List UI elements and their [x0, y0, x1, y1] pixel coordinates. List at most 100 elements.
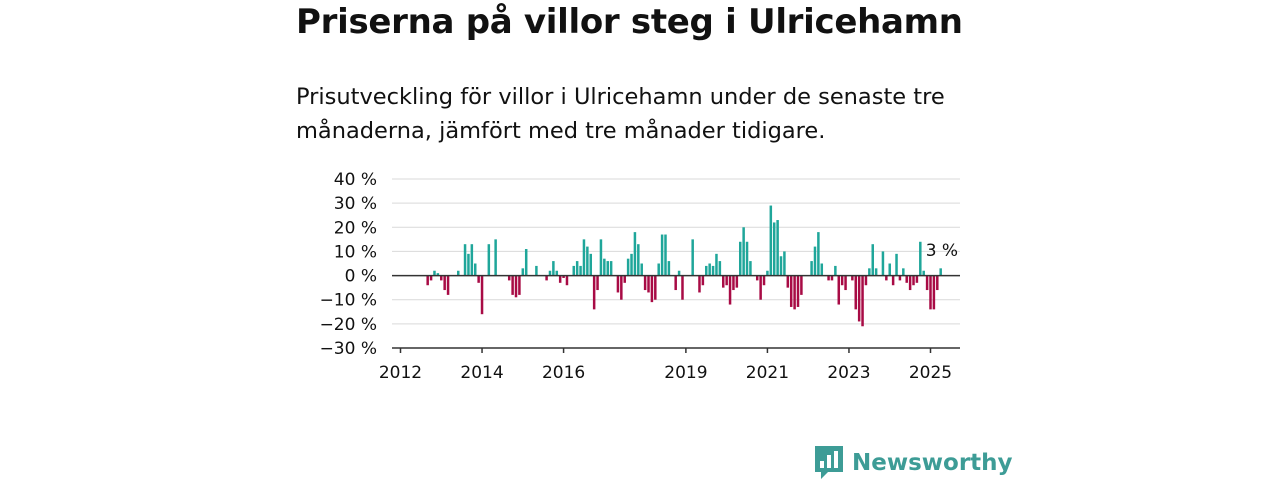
bar — [705, 265, 708, 276]
bar — [586, 246, 589, 276]
bar — [524, 249, 528, 276]
bar — [857, 275, 861, 322]
bar — [473, 263, 477, 276]
bar — [779, 256, 783, 276]
bar — [660, 234, 664, 276]
bar — [851, 275, 854, 281]
bar — [507, 275, 511, 281]
y-tick-label: 0 % — [345, 267, 377, 287]
bar — [426, 275, 429, 286]
bar — [793, 275, 796, 310]
bar — [722, 275, 725, 288]
bar — [932, 275, 936, 310]
bar — [881, 251, 885, 276]
y-tick-label: 30 % — [334, 194, 377, 214]
bar — [667, 261, 671, 276]
bar — [565, 275, 569, 286]
bar — [905, 275, 908, 283]
bar — [776, 220, 779, 276]
bar — [654, 275, 657, 300]
bar — [908, 275, 912, 291]
chart-title: Priserna på villor steg i Ulricehamn — [296, 2, 963, 42]
bar — [698, 275, 701, 293]
bar — [436, 273, 440, 276]
x-tick-label: 2023 — [827, 363, 870, 383]
y-tick-label: −20 % — [320, 315, 377, 335]
bar — [596, 275, 599, 291]
y-tick-label: 40 % — [334, 170, 377, 190]
bar — [936, 275, 939, 291]
bar — [834, 265, 837, 276]
bar — [643, 275, 647, 291]
bar — [592, 275, 596, 310]
y-tick-label: 10 % — [334, 242, 377, 262]
bar — [589, 253, 593, 276]
bar — [861, 275, 864, 327]
bar — [813, 246, 817, 276]
bar — [742, 227, 745, 276]
bar — [800, 275, 803, 295]
x-tick-label: 2019 — [664, 363, 707, 383]
bar — [929, 275, 932, 310]
bar — [840, 275, 844, 286]
bar — [511, 275, 514, 295]
bar — [429, 275, 433, 281]
bar — [919, 241, 922, 276]
bar — [888, 263, 891, 276]
bar — [552, 261, 555, 276]
bar — [443, 275, 446, 291]
bar — [854, 275, 858, 310]
bar — [755, 275, 759, 281]
x-tick-label: 2014 — [460, 363, 503, 383]
bar — [796, 275, 800, 307]
bar — [820, 263, 824, 276]
bar — [874, 268, 878, 276]
bar — [745, 241, 749, 276]
bar — [572, 265, 576, 276]
y-axis-tick-labels: 40 % 30 % 20 % 10 % 0 % −10 % −20 % −30 % — [320, 170, 377, 359]
bar — [640, 263, 643, 276]
bar — [735, 275, 739, 288]
bar — [518, 275, 521, 295]
bar — [915, 275, 919, 283]
bar — [457, 270, 460, 276]
bar — [440, 275, 443, 281]
bar — [691, 239, 694, 276]
bar — [620, 275, 623, 300]
bar — [579, 265, 582, 276]
bar — [609, 261, 613, 276]
bar — [837, 275, 841, 305]
bar — [711, 265, 715, 276]
bar — [633, 232, 637, 276]
bar — [732, 275, 735, 291]
bar — [575, 261, 579, 276]
chart-subtitle: Prisutveckling för villor i Ulricehamn u… — [296, 84, 945, 144]
x-tick-label: 2021 — [746, 363, 789, 383]
bar — [925, 275, 929, 291]
y-tick-label: 20 % — [334, 218, 377, 238]
bar — [674, 275, 677, 291]
bar — [759, 275, 762, 300]
newsworthy-logo[interactable]: Newsworthy — [815, 446, 1013, 480]
bar — [637, 244, 640, 276]
bar — [603, 258, 606, 276]
brand-name: Newsworthy — [852, 450, 1013, 476]
x-tick-label: 2025 — [909, 363, 952, 383]
bar — [677, 270, 681, 276]
bar — [548, 270, 552, 276]
bar — [885, 275, 888, 281]
bar — [871, 244, 874, 276]
bar — [922, 270, 925, 276]
x-tick-label: 2012 — [379, 363, 422, 383]
bar — [701, 275, 705, 286]
bar — [630, 253, 633, 276]
bar — [480, 275, 484, 315]
bar — [864, 275, 868, 286]
bar — [623, 275, 626, 283]
bar — [616, 275, 620, 293]
bar — [433, 270, 436, 276]
bar — [599, 239, 603, 276]
bar — [844, 275, 847, 291]
bar — [521, 268, 525, 276]
bar — [606, 261, 609, 276]
